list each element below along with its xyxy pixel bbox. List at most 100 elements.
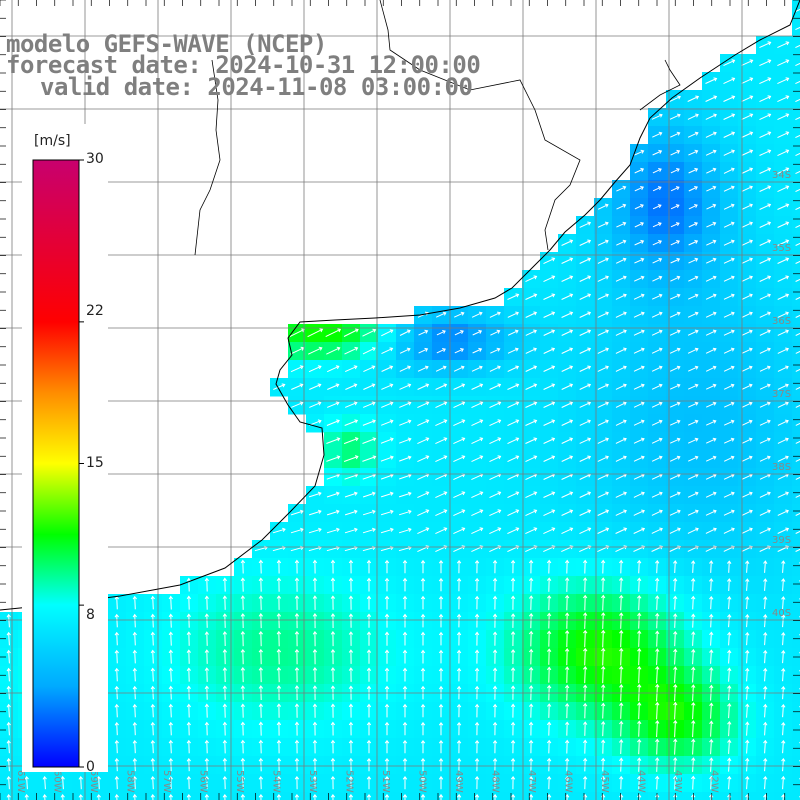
- wind-arrow: [438, 775, 444, 790]
- wind-arrow: [258, 739, 264, 754]
- wind-arrow: [723, 365, 735, 372]
- lon-label: 45W: [599, 770, 610, 793]
- wind-cell: [792, 540, 800, 559]
- wind-arrow: [651, 329, 663, 336]
- wind-arrow: [168, 649, 173, 664]
- wind-arrow: [669, 437, 681, 444]
- lon-label: 57W: [161, 770, 172, 793]
- wind-arrow: [222, 739, 228, 754]
- wind-arrow: [579, 311, 592, 318]
- wind-arrow: [525, 329, 537, 336]
- wind-arrow: [777, 527, 790, 534]
- wind-arrow: [709, 613, 714, 628]
- wind-arrow: [380, 527, 394, 534]
- wind-arrow: [366, 595, 372, 610]
- wind-arrow: [380, 509, 394, 516]
- wind-arrow: [222, 757, 228, 772]
- wind-arrow: [669, 527, 681, 534]
- wind-arrow: [763, 739, 768, 754]
- wind-arrow: [763, 667, 768, 682]
- wind-arrow: [330, 739, 336, 754]
- wind-arrow: [384, 631, 390, 646]
- wind-arrow: [670, 275, 681, 282]
- wind-arrow: [705, 113, 717, 120]
- wind-arrow: [688, 204, 698, 210]
- wind-arrow: [597, 401, 609, 408]
- wind-arrow: [6, 757, 11, 772]
- wind-arrow: [307, 346, 323, 355]
- wind-arrow: [652, 257, 663, 264]
- wind-arrow: [795, 440, 800, 444]
- wind-arrow: [670, 257, 681, 264]
- wind-arrow: [759, 311, 771, 318]
- wind-arrow: [651, 383, 663, 390]
- wind-arrow: [348, 595, 354, 610]
- wind-arrow: [471, 365, 483, 372]
- wind-arrow: [615, 329, 627, 336]
- wind-arrow: [294, 775, 300, 790]
- wind-arrow: [454, 330, 464, 336]
- wind-arrow: [601, 721, 606, 737]
- wind-arrow: [204, 757, 209, 772]
- wind-cell: [792, 270, 800, 289]
- wind-arrow: [723, 221, 735, 228]
- wind-arrow: [669, 455, 681, 462]
- wind-arrow: [399, 383, 412, 390]
- wind-arrow: [583, 629, 588, 648]
- wind-arrow: [687, 419, 699, 426]
- wind-arrow: [561, 509, 574, 516]
- wind-arrow: [204, 793, 210, 800]
- wind-arrow: [276, 559, 282, 574]
- wind-arrow: [687, 509, 699, 516]
- wind-arrow: [492, 721, 498, 736]
- wind-arrow: [709, 738, 714, 755]
- wind-arrow: [240, 559, 246, 574]
- wind-arrow: [366, 721, 372, 736]
- wind-arrow: [345, 383, 358, 390]
- wind-arrow: [745, 631, 750, 646]
- wind-arrow: [399, 329, 411, 336]
- wind-arrow: [619, 612, 624, 629]
- wind-arrow: [616, 203, 627, 210]
- wind-arrow: [543, 257, 556, 265]
- wind-cell: [792, 72, 800, 91]
- lon-label: 49W: [453, 770, 464, 793]
- colorbar: [22, 124, 108, 772]
- wind-arrow: [528, 666, 534, 683]
- wind-arrow: [705, 527, 717, 534]
- wind-arrow: [343, 455, 359, 462]
- wind-arrow: [6, 794, 11, 800]
- wind-arrow: [507, 491, 520, 499]
- wind-arrow: [745, 578, 750, 591]
- wind-arrow: [619, 577, 624, 592]
- wind-arrow: [326, 455, 341, 462]
- wind-arrow: [745, 649, 750, 664]
- wind-arrow: [723, 131, 736, 138]
- wind-arrow: [114, 649, 119, 664]
- wind-arrow: [420, 613, 426, 628]
- wind-arrow: [745, 775, 750, 790]
- wind-arrow: [489, 527, 502, 535]
- wind-arrow: [777, 347, 789, 354]
- wind-arrow: [132, 703, 137, 718]
- wind-arrow: [344, 509, 358, 516]
- wind-arrow: [420, 667, 426, 682]
- wind-arrow: [186, 649, 192, 664]
- wind-arrow: [741, 221, 753, 228]
- wind-arrow: [6, 775, 11, 790]
- wind-arrow: [795, 80, 800, 85]
- wind-arrow: [186, 721, 192, 736]
- wind-arrow: [312, 630, 318, 647]
- wind-arrow: [240, 757, 246, 772]
- wind-arrow: [670, 168, 680, 174]
- wind-arrow: [723, 383, 735, 390]
- wind-arrow: [670, 222, 680, 228]
- wind-arrow: [687, 491, 699, 498]
- wind-arrow: [489, 455, 502, 463]
- wind-cell: [792, 18, 800, 37]
- wind-arrow: [168, 793, 174, 800]
- wind-arrow: [348, 739, 354, 754]
- wind-arrow: [525, 383, 538, 390]
- wind-arrow: [795, 296, 800, 300]
